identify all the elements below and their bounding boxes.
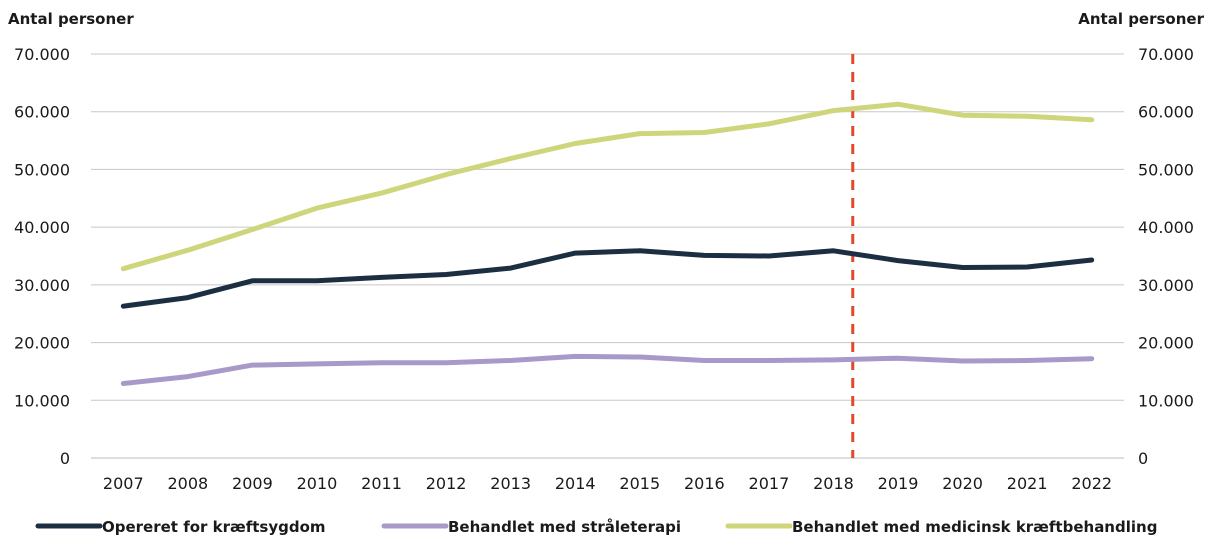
x-tick-label: 2014 [555,474,596,493]
y-tick-label: 20.000 [14,334,70,353]
legend-label: Opereret for kræftsygdom [102,518,326,536]
x-tick-label: 2019 [878,474,919,493]
y-tick-label: 60.000 [14,103,70,122]
x-tick-label: 2017 [749,474,790,493]
x-tick-label: 2011 [361,474,402,493]
y-axis-left: 0 10.000 20.000 30.000 40.000 50.000 60.000 70.… [14,45,70,468]
y-tick-label: 30.000 [1138,276,1194,295]
y-tick-label: 40.000 [14,218,70,237]
y-axis-title-right: Antal personer [1078,10,1204,28]
x-tick-label: 2018 [813,474,854,493]
x-tick-label: 2021 [1007,474,1048,493]
legend-label: Behandlet med medicinsk kræftbehandling [792,518,1157,536]
y-tick-label: 50.000 [1138,160,1194,179]
legend-label: Behandlet med stråleterapi [448,518,681,536]
y-axis-right: 0 10.000 20.000 30.000 40.000 50.000 60.000 70.… [1138,45,1194,468]
x-tick-label: 2007 [103,474,144,493]
legend: Opereret for kræftsygdom Behandlet med st… [35,518,1157,536]
y-tick-label: 70.000 [14,45,70,64]
x-axis: 2007 2008 2009 2010 2011 2012 2013 2014 2015 2016… [103,474,1112,493]
y-tick-label: 0 [60,449,70,468]
y-tick-label: 10.000 [14,391,70,410]
series-line-3 [120,101,1095,272]
series-line-2 [120,353,1095,386]
y-axis-title-left: Antal personer [8,10,134,28]
series-line-1 [120,248,1095,309]
x-tick-label: 2016 [684,474,725,493]
y-tick-label: 70.000 [1138,45,1194,64]
y-tick-label: 30.000 [14,276,70,295]
x-tick-label: 2008 [167,474,208,493]
x-tick-label: 2013 [490,474,531,493]
series-lines [120,101,1095,386]
x-tick-label: 2009 [232,474,273,493]
x-tick-label: 2022 [1071,474,1112,493]
y-tick-label: 40.000 [1138,218,1194,237]
y-tick-label: 10.000 [1138,391,1194,410]
y-tick-label: 20.000 [1138,334,1194,353]
x-tick-label: 2012 [426,474,467,493]
y-tick-label: 0 [1138,449,1148,468]
x-tick-label: 2015 [619,474,660,493]
y-tick-label: 50.000 [14,160,70,179]
x-tick-label: 2020 [942,474,983,493]
y-tick-label: 60.000 [1138,103,1194,122]
x-tick-label: 2010 [297,474,338,493]
